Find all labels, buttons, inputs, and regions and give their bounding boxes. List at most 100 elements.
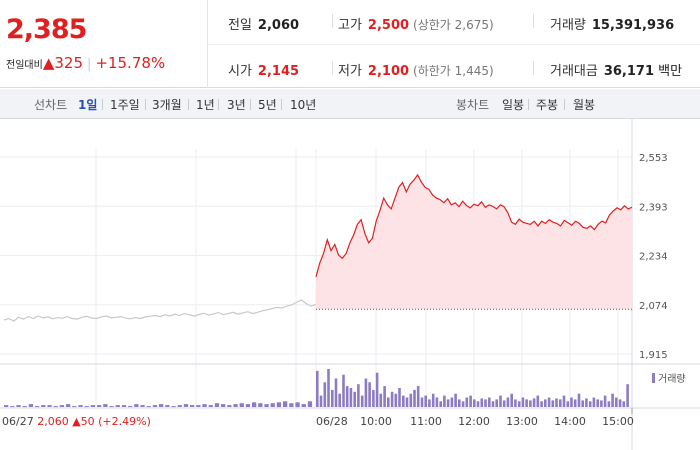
volume-bar	[90, 405, 96, 407]
tab-1w[interactable]: 1주일	[110, 98, 140, 112]
volume-bar	[202, 404, 207, 407]
volume-bar	[323, 382, 327, 407]
volume-bar	[525, 399, 528, 407]
prev-day-line	[3, 299, 317, 322]
volume-bar	[146, 406, 151, 408]
x-tick-label: 12:00	[458, 415, 490, 428]
current-price: 2,385	[6, 14, 87, 45]
x-axis: 06/28 10:00 11:00 12:00 13:00 14:00 15:00 06/27…	[2, 408, 634, 428]
volume-bar	[416, 386, 420, 407]
chart-series	[3, 173, 633, 322]
volume-bar	[301, 404, 306, 407]
volume-bar	[499, 395, 502, 407]
volume-bar	[59, 405, 65, 407]
tab-1y[interactable]: 1년	[196, 98, 215, 112]
x-tick-label: 13:00	[506, 415, 538, 428]
volume-bar	[439, 401, 442, 407]
volume-bar	[97, 405, 102, 407]
volume-bar	[435, 397, 439, 407]
tab-10y[interactable]: 10년	[290, 98, 317, 112]
volume-bar	[585, 398, 588, 407]
volume-bar	[360, 395, 364, 407]
volume-bar	[338, 393, 341, 407]
tab-3y[interactable]: 3년	[227, 98, 246, 112]
volume-bar	[615, 397, 618, 407]
stat-prev-close: 전일 2,060	[228, 14, 299, 33]
volume-bar	[521, 397, 525, 407]
volume-bar	[221, 404, 226, 407]
tab-weekly-candle[interactable]: 주봉	[536, 98, 559, 112]
tab-monthly-candle[interactable]: 월봉	[573, 98, 596, 112]
volume-bar	[443, 395, 446, 407]
volume-bar	[177, 405, 182, 407]
volume-bar	[283, 401, 288, 407]
volume-bars	[4, 369, 629, 408]
tab-divider	[564, 99, 565, 110]
upper-limit: (상한가 2,675)	[413, 18, 494, 32]
volume-bar	[540, 401, 543, 407]
volume-bar	[10, 406, 15, 408]
change-row: 전일대비▲325 | +15.78%	[6, 54, 165, 72]
volume-bar	[72, 406, 77, 408]
volume-legend-label: 거래량	[658, 373, 686, 385]
volume-bar	[196, 405, 201, 407]
volume-bar	[28, 404, 34, 407]
volume-bar	[264, 404, 269, 407]
volume-bar	[53, 406, 58, 408]
tab-daily-candle[interactable]: 일봉	[502, 98, 525, 112]
volume-bar	[159, 404, 164, 407]
volume-bar	[532, 398, 536, 407]
stat-value: 2,060	[257, 18, 300, 33]
change-separator: |	[87, 57, 92, 72]
x-tick-label: 11:00	[410, 415, 442, 428]
volume-bar	[331, 389, 334, 407]
x-tick-label: 10:00	[360, 415, 392, 428]
volume-bar	[375, 372, 379, 407]
y-axis: 2,553 2,393 2,234 2,074 1,915	[639, 153, 668, 361]
up-arrow-icon: ▲	[42, 54, 55, 72]
tab-divider	[145, 99, 146, 110]
volume-legend: 거래량	[652, 373, 686, 385]
volume-bar	[41, 405, 46, 407]
volume-bar	[357, 384, 360, 407]
tab-divider	[250, 99, 251, 110]
volume-bar	[66, 404, 71, 407]
volume-bar	[115, 405, 120, 407]
stat-high: 고가 2,500 (상한가 2,675)	[338, 14, 494, 33]
price-summary: 2,385 전일대비▲325 | +15.78%	[0, 0, 208, 88]
volume-bar	[103, 404, 108, 407]
volume-bar	[461, 401, 465, 407]
tab-1d[interactable]: 1일	[78, 98, 98, 112]
volume-bar	[334, 378, 338, 407]
volume-bar	[171, 406, 176, 408]
y-tick-label: 2,234	[639, 252, 668, 263]
volume-bar	[353, 391, 356, 407]
stat-label: 거래대금	[550, 64, 598, 79]
volume-bar	[227, 405, 232, 407]
volume-bar	[626, 384, 629, 407]
volume-bar	[517, 401, 521, 407]
volume-bar	[480, 398, 484, 407]
volume-bar	[84, 406, 89, 408]
volume-bar	[458, 399, 461, 407]
volume-bar	[603, 395, 607, 407]
y-tick-label: 2,553	[639, 153, 668, 164]
divider	[533, 14, 534, 28]
volume-bar	[252, 402, 257, 408]
volume-bar	[342, 374, 345, 407]
volume-bar	[327, 369, 330, 407]
tab-3m[interactable]: 3개월	[152, 98, 182, 112]
tab-5y[interactable]: 5년	[258, 98, 277, 112]
volume-bar	[372, 389, 375, 407]
volume-bar	[165, 405, 170, 407]
volume-bar	[431, 393, 435, 407]
tab-divider	[188, 99, 189, 110]
volume-bar	[622, 401, 626, 407]
stat-value: 2,500	[367, 18, 410, 33]
volume-bar	[618, 399, 622, 407]
volume-bar	[420, 397, 424, 407]
tab-divider	[102, 99, 103, 110]
volume-bar	[239, 403, 244, 407]
volume-bar	[316, 370, 319, 407]
volume-bar	[128, 406, 133, 408]
